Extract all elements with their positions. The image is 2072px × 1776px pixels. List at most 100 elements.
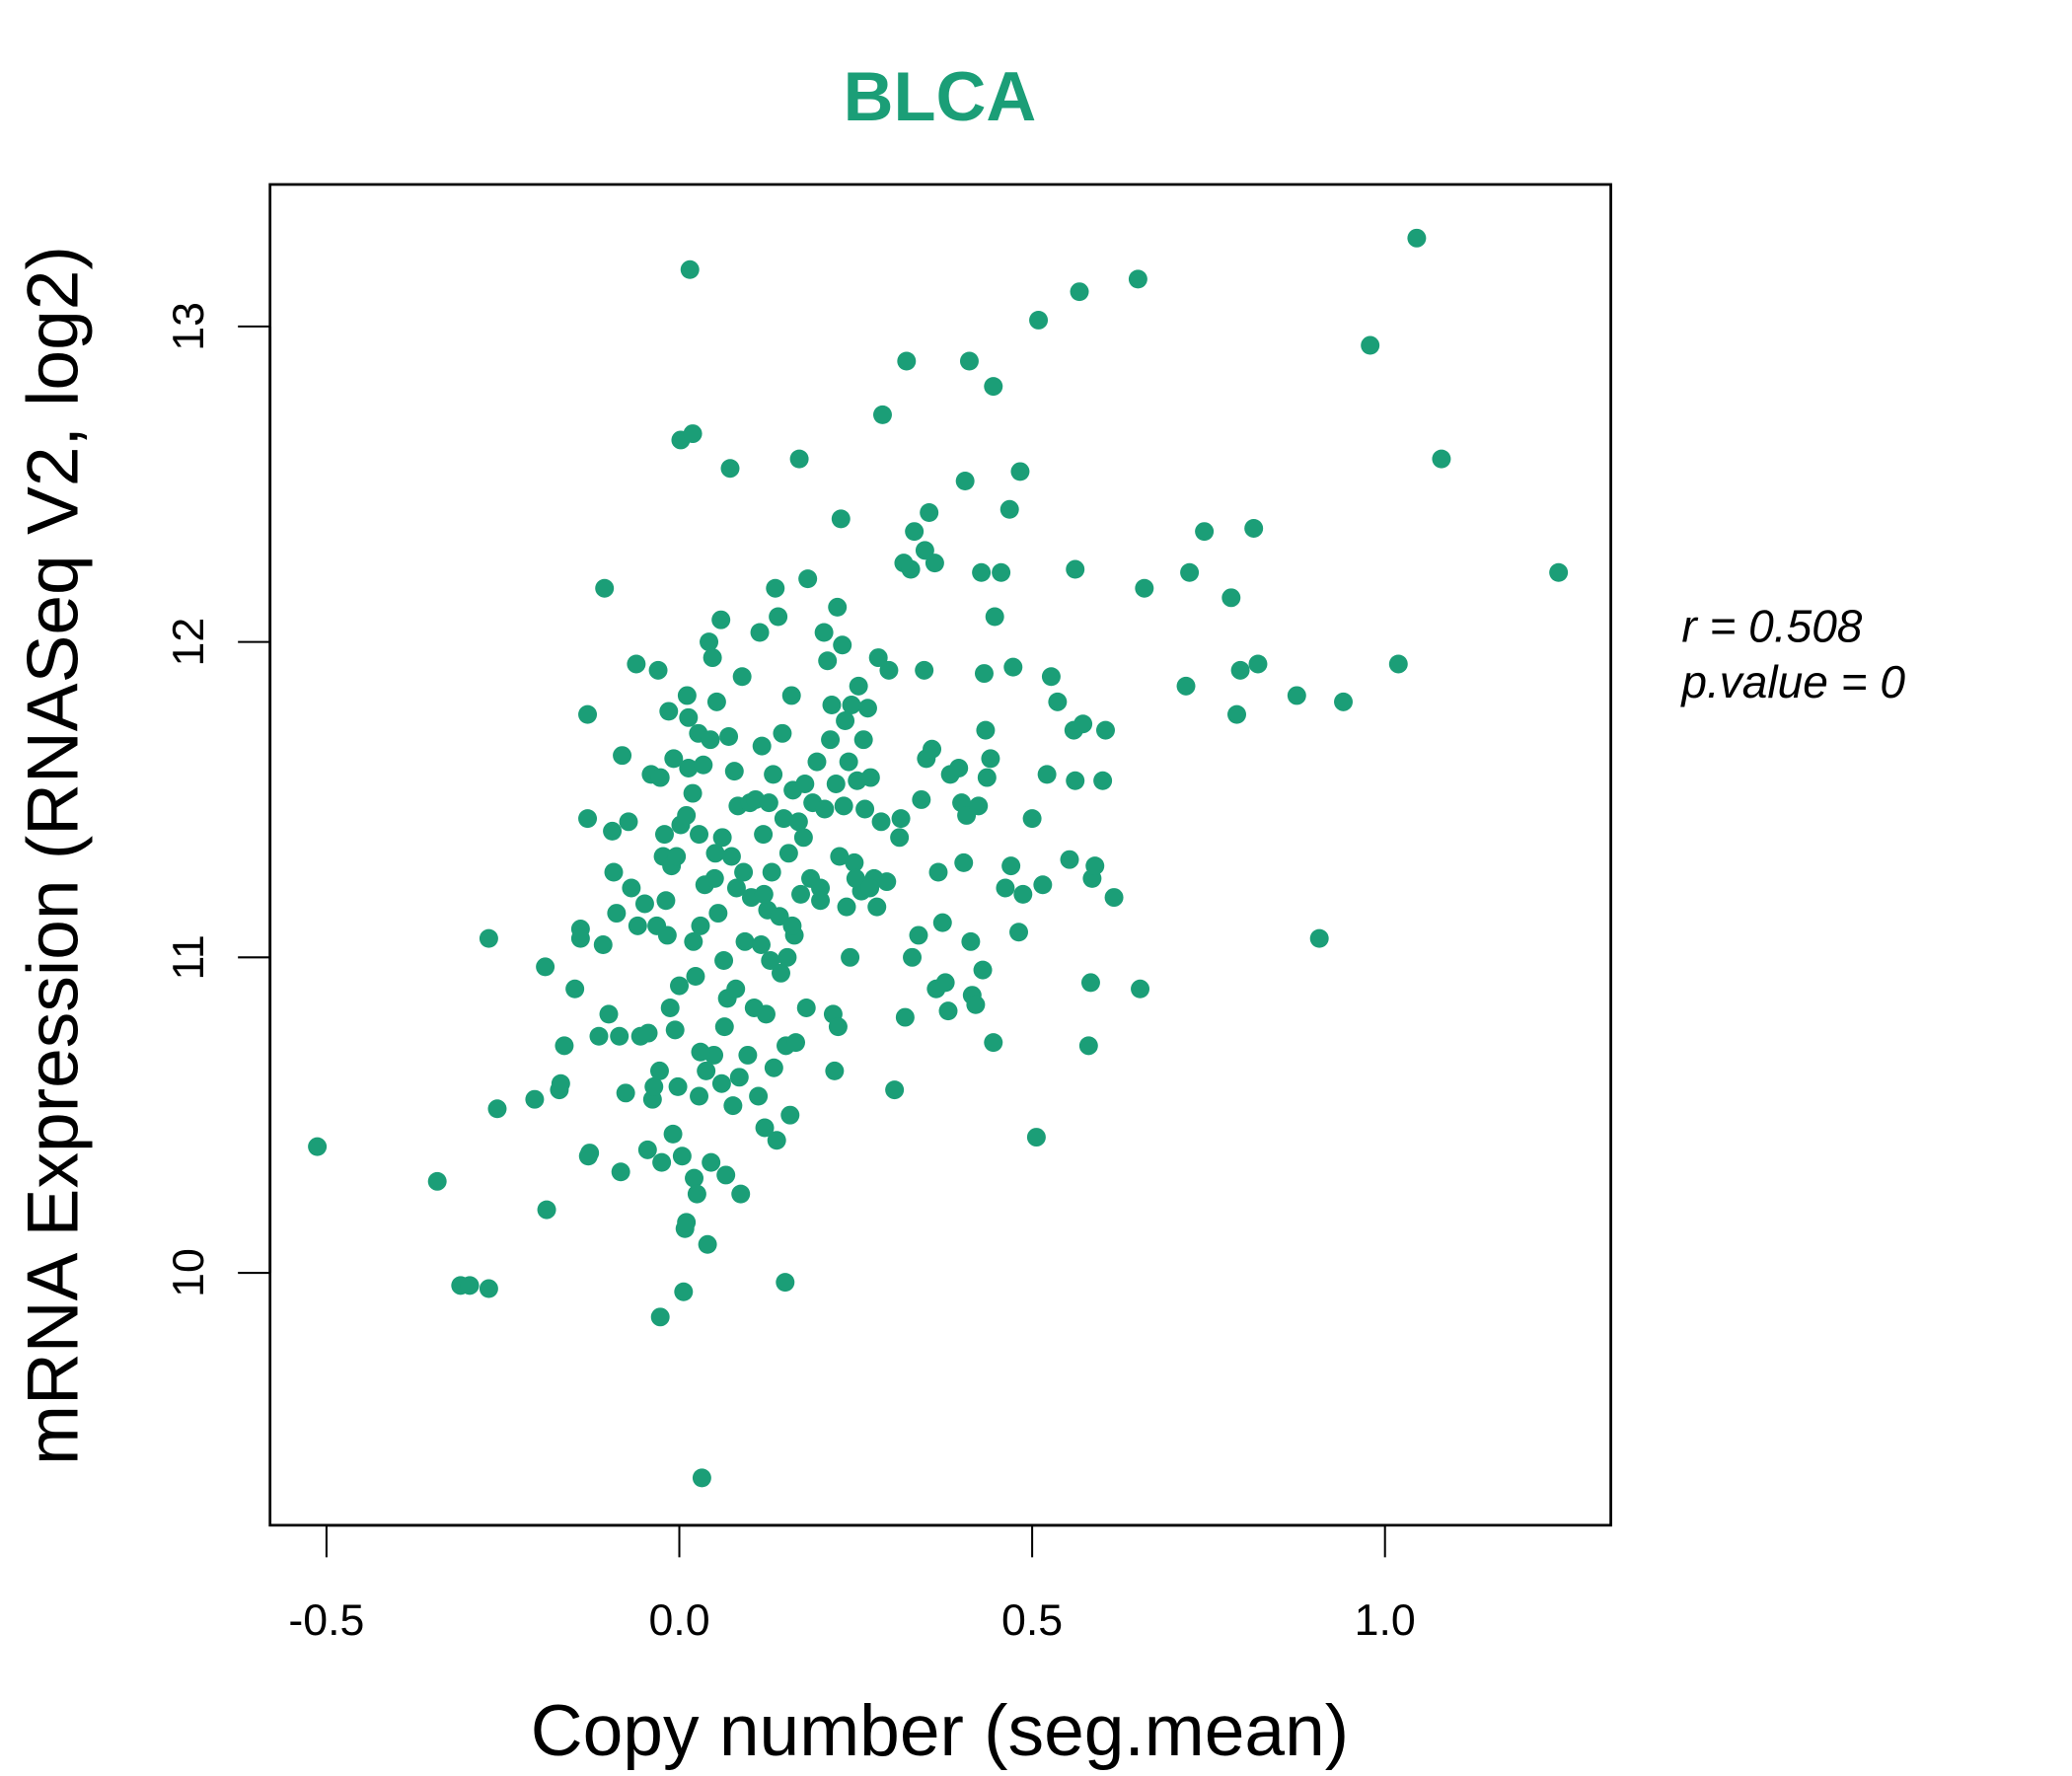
x-axis: -0.5 0.0 0.5 1.0 — [288, 1523, 1416, 1645]
data-point — [825, 1061, 845, 1080]
data-point — [726, 979, 746, 999]
data-point — [992, 562, 1011, 582]
data-point — [1361, 335, 1380, 355]
data-point — [1407, 228, 1427, 248]
data-point — [789, 449, 809, 469]
data-point — [726, 878, 746, 898]
data-point — [845, 852, 864, 872]
data-point — [1180, 562, 1200, 582]
data-point — [909, 925, 928, 945]
data-point — [595, 578, 615, 598]
data-point — [1085, 856, 1105, 876]
data-point — [885, 1080, 905, 1100]
data-point — [650, 768, 670, 787]
data-point — [815, 799, 835, 819]
data-point — [616, 1083, 635, 1103]
data-point — [961, 931, 981, 951]
data-point — [1227, 704, 1246, 724]
data-point — [663, 1124, 683, 1144]
data-point — [677, 1213, 697, 1232]
data-point — [915, 660, 934, 680]
data-point — [831, 509, 851, 529]
data-point — [537, 1200, 556, 1220]
data-point — [711, 610, 731, 629]
data-point — [677, 686, 697, 705]
data-point — [702, 1152, 721, 1172]
data-point — [755, 1118, 775, 1138]
data-point — [706, 692, 726, 711]
data-point — [1131, 979, 1150, 999]
data-point — [668, 1076, 688, 1096]
data-point — [833, 635, 852, 655]
data-point — [795, 774, 815, 793]
data-point — [752, 736, 772, 756]
data-point — [656, 891, 676, 911]
data-point — [818, 651, 838, 671]
data-point — [891, 809, 911, 829]
data-point — [1022, 809, 1042, 829]
data-point — [732, 667, 752, 687]
data-point — [761, 951, 780, 970]
p-value: p.value = 0 — [1679, 656, 1905, 707]
data-point — [660, 998, 680, 1017]
data-point — [1010, 462, 1030, 481]
data-point — [996, 878, 1015, 898]
data-point — [731, 1184, 751, 1204]
data-point — [716, 1165, 736, 1185]
data-point — [622, 878, 641, 898]
data-point — [826, 774, 846, 793]
data-point — [427, 1171, 447, 1191]
data-point — [308, 1137, 328, 1156]
data-point — [842, 696, 861, 715]
data-point — [923, 739, 942, 759]
chart-title: BLCA — [844, 57, 1037, 135]
data-point — [738, 1045, 758, 1065]
data-point — [915, 541, 934, 560]
data-point — [659, 702, 679, 721]
x-tick-label: 0.5 — [1001, 1596, 1063, 1645]
data-point — [637, 1140, 657, 1159]
data-point — [796, 998, 816, 1017]
data-point — [855, 799, 875, 819]
data-point — [704, 868, 724, 888]
data-point — [593, 935, 613, 955]
data-point — [791, 884, 811, 904]
data-point — [973, 960, 993, 980]
data-point — [604, 862, 624, 882]
data-point — [868, 648, 888, 668]
data-point — [756, 1004, 776, 1024]
data-point — [836, 711, 855, 730]
data-point — [1388, 654, 1408, 674]
data-point — [685, 1168, 704, 1188]
data-point — [954, 852, 974, 872]
data-point — [974, 664, 994, 684]
data-point — [903, 947, 923, 967]
x-tick-label: 0.0 — [648, 1596, 709, 1645]
data-point — [977, 768, 997, 787]
data-point — [1309, 928, 1329, 948]
data-point — [897, 351, 917, 371]
data-point — [1070, 282, 1089, 302]
data-point — [969, 796, 989, 816]
data-point — [690, 825, 709, 845]
data-point — [714, 1017, 734, 1037]
data-point — [599, 1004, 619, 1024]
data-point — [686, 967, 705, 986]
data-point — [1195, 522, 1215, 542]
data-point — [1026, 1128, 1046, 1147]
data-point — [649, 1061, 669, 1080]
data-point — [674, 1282, 694, 1301]
data-point — [703, 648, 722, 668]
data-point — [1248, 654, 1268, 674]
data-point — [677, 805, 697, 825]
data-point — [928, 862, 948, 882]
data-point — [607, 904, 627, 924]
data-point — [782, 916, 802, 935]
data-point — [860, 768, 880, 787]
data-point — [460, 1276, 480, 1295]
data-point — [966, 995, 986, 1014]
data-point — [1066, 559, 1085, 579]
data-point — [846, 868, 865, 888]
data-point — [762, 862, 781, 882]
